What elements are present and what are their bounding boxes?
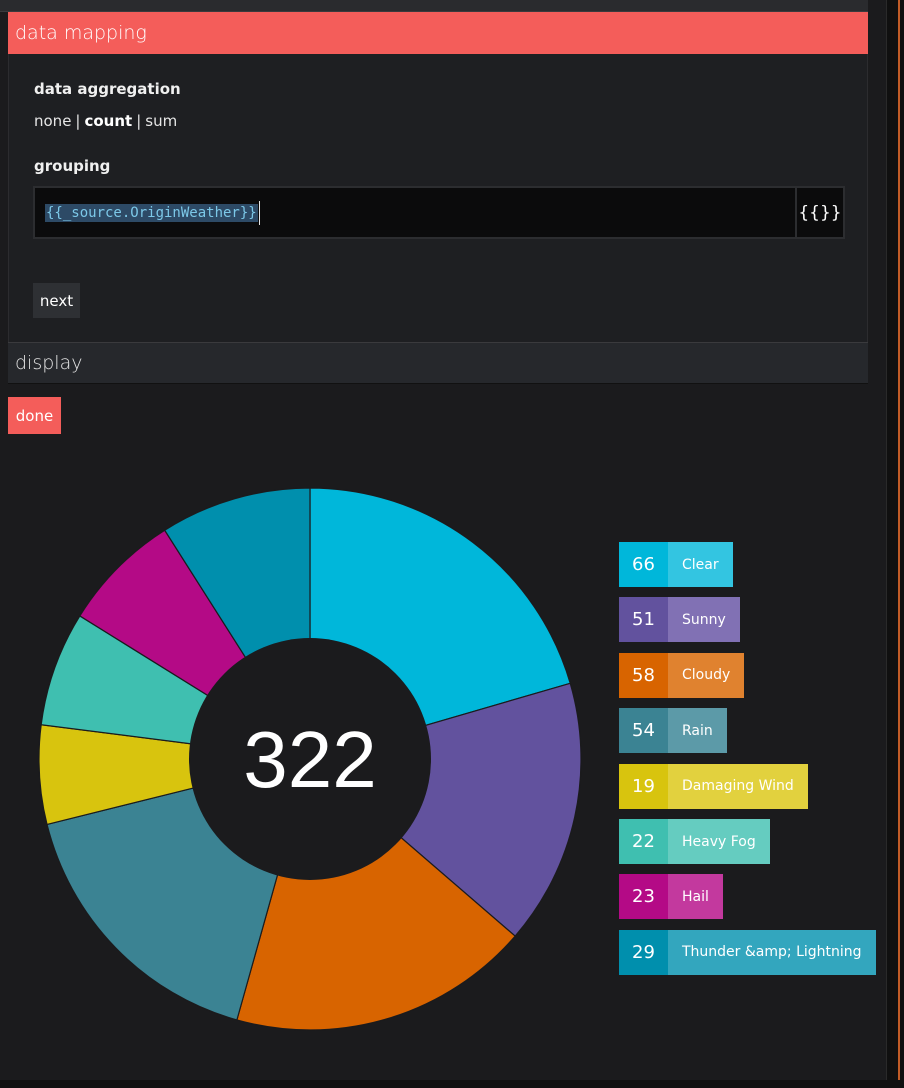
legend-item[interactable]: 29 Thunder &amp; Lightning: [619, 929, 876, 975]
window-frame-bottom: [0, 1080, 904, 1088]
grouping-field-wrapper: {{_source.OriginWeather}} {{}}: [33, 186, 845, 239]
donut-hole: [189, 638, 431, 880]
separator: |: [136, 112, 142, 130]
window-frame-right: [886, 0, 904, 1088]
legend-value: 66: [619, 542, 668, 587]
legend-label: Rain: [668, 708, 727, 754]
legend-label: Thunder &amp; Lightning: [668, 929, 876, 975]
legend-value: 51: [619, 597, 668, 643]
legend-label: Heavy Fog: [668, 819, 770, 864]
aggregation-option-sum[interactable]: sum: [145, 112, 178, 130]
legend-item[interactable]: 54 Rain: [619, 708, 727, 754]
legend-item[interactable]: 66 Clear: [619, 542, 733, 587]
display-header[interactable]: display: [8, 342, 868, 384]
legend-item[interactable]: 22 Heavy Fog: [619, 819, 770, 864]
legend-item[interactable]: 58 Cloudy: [619, 652, 745, 698]
aggregation-option-none[interactable]: none: [34, 112, 72, 130]
next-button[interactable]: next: [33, 283, 80, 318]
legend-label: Sunny: [668, 597, 740, 643]
separator: |: [75, 112, 81, 130]
grouping-input[interactable]: {{_source.OriginWeather}}: [35, 188, 795, 237]
legend-value: 19: [619, 763, 668, 809]
legend-label: Clear: [668, 542, 733, 587]
legend-value: 22: [619, 819, 668, 864]
grouping-label: grouping: [34, 157, 111, 175]
expression-button[interactable]: {{}}: [795, 188, 843, 237]
legend-item[interactable]: 51 Sunny: [619, 597, 740, 643]
legend-value: 54: [619, 708, 668, 754]
top-strip: [0, 0, 868, 12]
data-mapping-panel: data aggregation none | count | sum grouping…: [8, 54, 868, 342]
legend-item[interactable]: 19 Damaging Wind: [619, 763, 808, 809]
legend-label: Cloudy: [668, 652, 745, 698]
legend-label: Hail: [668, 874, 723, 920]
legend-value: 23: [619, 874, 668, 920]
window-border-accent: [898, 0, 900, 1088]
legend-label: Damaging Wind: [668, 763, 808, 809]
aggregation-option-count[interactable]: count: [84, 112, 133, 130]
text-caret: [258, 200, 260, 225]
data-aggregation-label: data aggregation: [34, 80, 181, 98]
legend-item[interactable]: 23 Hail: [619, 874, 723, 920]
data-mapping-header[interactable]: data mapping: [8, 12, 868, 54]
done-button[interactable]: done: [8, 397, 61, 434]
grouping-input-value: {{_source.OriginWeather}}: [45, 203, 258, 222]
legend-value: 58: [619, 652, 668, 698]
total-count: 322: [243, 715, 376, 804]
legend-value: 29: [619, 929, 668, 975]
aggregation-options: none | count | sum: [34, 112, 177, 130]
